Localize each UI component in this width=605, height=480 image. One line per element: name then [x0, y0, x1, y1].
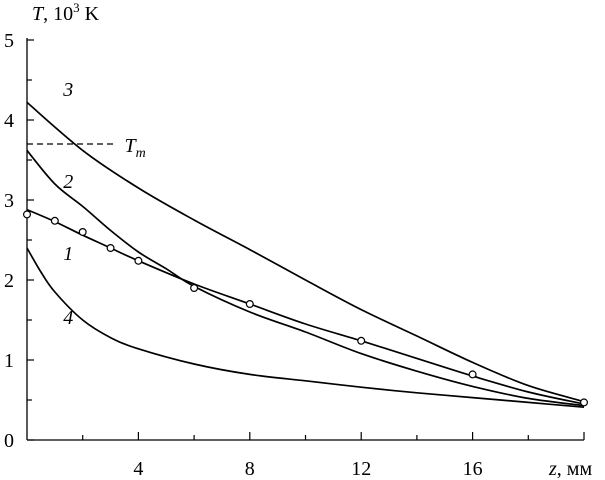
x-axis-symbol: z	[548, 458, 557, 480]
reference-label: Tm	[124, 135, 145, 161]
y-tick-label: 1	[4, 350, 14, 372]
curve-label-2: 2	[63, 171, 73, 193]
x-tick-label: 16	[463, 458, 483, 480]
y-axis-unit: K	[80, 3, 100, 25]
y-axis-unit-prefix: , 10	[43, 3, 73, 25]
x-axis-unit: , мм	[557, 458, 593, 480]
curve-label-1: 1	[63, 243, 73, 265]
curves: 3 2 1 4	[26, 79, 585, 409]
x-tick-label: 12	[351, 458, 371, 480]
x-tick-label: 8	[245, 458, 255, 480]
curve-2	[26, 149, 585, 407]
axes	[26, 38, 584, 441]
data-point	[134, 256, 143, 265]
x-axis-label: z, мм	[548, 458, 592, 480]
curve-3	[26, 101, 585, 403]
data-point	[579, 398, 588, 407]
data-point	[190, 284, 199, 293]
data-points	[23, 210, 588, 407]
y-tick-label: 4	[4, 110, 14, 132]
data-point	[50, 216, 59, 225]
reference-line-group: Tm	[27, 135, 146, 161]
y-axis-symbol: T	[32, 3, 45, 25]
data-point	[245, 300, 254, 309]
data-point	[468, 370, 477, 379]
curve-4	[26, 247, 585, 409]
y-tick-label: 5	[4, 30, 14, 52]
y-axis-label: T, 103 K	[32, 0, 100, 25]
curve-label-3: 3	[62, 79, 73, 101]
y-tick-label: 0	[4, 430, 14, 452]
y-tick-label: 3	[4, 190, 14, 212]
curve-label-4: 4	[63, 307, 73, 329]
y-tick-label: 2	[4, 270, 14, 292]
data-point	[78, 228, 87, 237]
data-point	[357, 336, 366, 345]
data-point	[106, 244, 115, 253]
x-tick-label: 4	[133, 458, 143, 480]
y-axis-exponent: 3	[73, 0, 80, 15]
data-point	[23, 210, 32, 219]
